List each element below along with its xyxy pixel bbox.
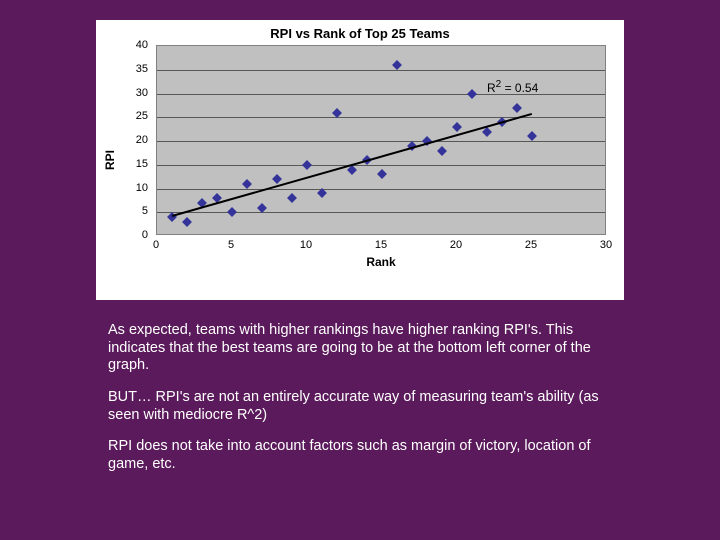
gridline — [157, 165, 605, 166]
data-point — [437, 146, 447, 156]
y-tick-label: 5 — [142, 205, 148, 217]
gridline — [157, 189, 605, 190]
y-axis-ticks: 0510152025303540 — [122, 45, 152, 235]
caption-paragraph-2: BUT… RPI's are not an entirely accurate … — [108, 389, 628, 424]
caption-paragraph-1: As expected, teams with higher rankings … — [108, 322, 628, 375]
data-point — [182, 217, 192, 227]
plot-area: R2 = 0.54 — [156, 45, 606, 235]
chart-title: RPI vs Rank of Top 25 Teams — [104, 26, 616, 41]
y-tick-label: 25 — [136, 110, 148, 122]
data-point — [227, 207, 237, 217]
data-point — [332, 108, 342, 118]
data-point — [257, 203, 267, 213]
y-tick-label: 0 — [142, 229, 148, 241]
data-point — [392, 60, 402, 70]
x-tick-label: 20 — [450, 239, 462, 251]
data-point — [512, 103, 522, 113]
gridline — [157, 117, 605, 118]
r-squared-label: R2 = 0.54 — [487, 79, 538, 95]
gridline — [157, 212, 605, 213]
y-axis-label: RPI — [103, 150, 117, 170]
y-tick-label: 30 — [136, 87, 148, 99]
y-tick-label: 20 — [136, 134, 148, 146]
data-point — [242, 179, 252, 189]
chart-body: RPI 0510152025303540 R2 = 0.54 051015202… — [104, 45, 616, 275]
data-point — [272, 174, 282, 184]
chart-card: RPI vs Rank of Top 25 Teams RPI 0 5 10 15 20… — [96, 20, 624, 300]
data-point — [287, 193, 297, 203]
gridline — [157, 70, 605, 71]
x-tick-label: 5 — [228, 239, 234, 251]
y-tick-label: 15 — [136, 158, 148, 170]
gridline — [157, 141, 605, 142]
caption-paragraph-3: RPI does not take into account factors s… — [108, 438, 628, 473]
y-tick-label: 40 — [136, 39, 148, 51]
x-tick-label: 15 — [375, 239, 387, 251]
x-tick-label: 10 — [300, 239, 312, 251]
data-point — [527, 131, 537, 141]
y-tick-label: 35 — [136, 63, 148, 75]
x-tick-label: 25 — [525, 239, 537, 251]
x-tick-label: 30 — [600, 239, 612, 251]
y-tick-label: 10 — [136, 182, 148, 194]
data-point — [302, 160, 312, 170]
x-axis-label: Rank — [156, 255, 606, 269]
x-axis-ticks: 051015202530 — [156, 237, 606, 253]
data-point — [377, 169, 387, 179]
data-point — [452, 122, 462, 132]
data-point — [467, 89, 477, 99]
data-point — [317, 188, 327, 198]
caption-text: As expected, teams with higher rankings … — [108, 322, 628, 488]
x-tick-label: 0 — [153, 239, 159, 251]
